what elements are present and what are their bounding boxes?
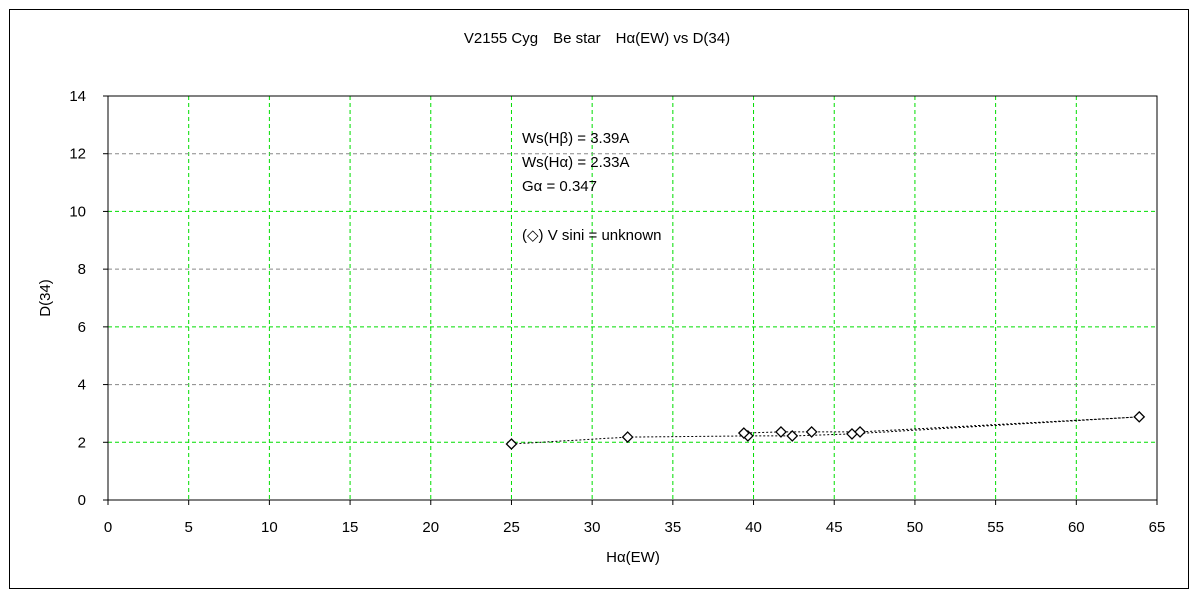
x-tick-label: 25 [503,519,520,536]
series-line [511,416,1140,445]
x-tick-label: 55 [987,519,1004,536]
x-tick-label: 10 [261,519,278,536]
data-point [1133,410,1146,423]
annotation-text: Ws(Hα) = 2.33A [522,154,629,171]
data-point [854,425,866,438]
x-tick-label: 30 [584,519,601,536]
y-axis-label: D(34) [37,279,54,317]
annotation-text: Gα = 0.347 [522,178,597,195]
x-tick-label: 45 [826,519,843,536]
x-tick-label: 50 [907,519,924,536]
x-tick-label: 60 [1068,519,1085,536]
x-tick-label: 5 [185,519,193,536]
y-tick-label: 14 [69,88,86,105]
annotation-text: Ws(Hβ) = 3.39A [522,130,629,147]
data-point [737,427,750,439]
y-tick-label: 2 [78,434,86,451]
data-point [775,425,787,438]
y-tick-label: 8 [78,261,86,278]
x-tick-label: 40 [745,519,762,536]
x-tick-label: 35 [665,519,682,536]
annotation-text: (◇) V sini = unknown [522,227,662,244]
chart-title: V2155 Cyg Be star Hα(EW) vs D(34) [464,30,730,47]
y-tick-label: 10 [69,203,86,220]
chart-frame [9,9,1189,589]
data-point [621,431,634,444]
y-tick-label: 12 [69,146,86,163]
x-tick-label: 0 [104,519,112,536]
x-tick-label: 20 [422,519,439,536]
y-tick-label: 0 [78,492,86,509]
data-point [786,430,799,442]
plot-area [107,95,1158,501]
data-point [505,438,518,450]
x-tick-label: 65 [1149,519,1166,536]
y-tick-label: 4 [78,377,86,394]
data-point [805,425,818,438]
y-tick-label: 6 [78,319,86,336]
x-axis-label: Hα(EW) [606,549,660,566]
data-point [846,427,858,440]
x-tick-label: 15 [342,519,359,536]
